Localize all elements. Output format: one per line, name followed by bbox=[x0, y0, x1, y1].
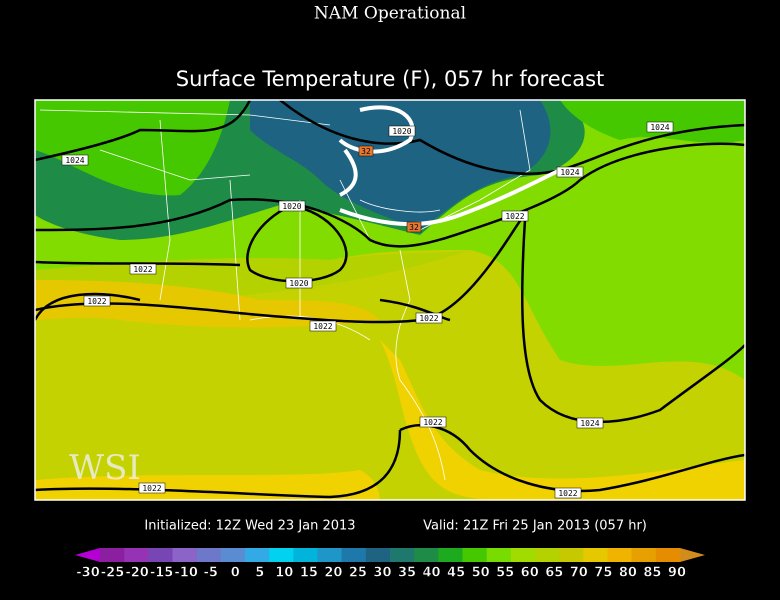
colorbar-swatch bbox=[559, 548, 584, 562]
colorbar-label: -30 bbox=[76, 566, 100, 581]
colorbar-swatch bbox=[390, 548, 415, 562]
colorbar-swatch bbox=[631, 548, 657, 562]
colorbar-swatch bbox=[293, 548, 318, 562]
contour-label: 1020 bbox=[289, 279, 308, 288]
colorbar-label: 55 bbox=[496, 566, 514, 581]
colorbar-label: 20 bbox=[324, 566, 342, 581]
colorbar-label: 40 bbox=[423, 566, 441, 581]
colorbar-swatch bbox=[462, 548, 487, 562]
map-title: Surface Temperature (F), 057 hr forecast bbox=[176, 67, 605, 91]
contour-label-box bbox=[646, 121, 674, 133]
contour-label-box bbox=[576, 417, 604, 429]
contour-label-box bbox=[554, 487, 582, 499]
contour-label: 1024 bbox=[65, 156, 84, 165]
colorbar-swatch bbox=[486, 548, 512, 562]
colorbar-label: 35 bbox=[398, 566, 416, 581]
contour-label-box bbox=[556, 166, 584, 178]
colorbar-swatch bbox=[438, 548, 463, 562]
colorbar-label: 30 bbox=[373, 566, 391, 581]
colorbar-low bbox=[75, 548, 100, 562]
colorbar-swatch bbox=[365, 548, 391, 562]
colorbar: -30 -25 -20 -15 -10 -5 0 5 10 15 20 25 30 35 40 45 50 55 6… bbox=[75, 548, 705, 581]
logo: WSI bbox=[69, 448, 141, 488]
colorbar-label: 0 bbox=[231, 566, 240, 581]
contour-label-box bbox=[309, 320, 337, 332]
contour-label: 32 bbox=[409, 223, 419, 232]
contour-label: 1020 bbox=[392, 127, 411, 136]
model-name: NAM Operational bbox=[314, 4, 466, 24]
colorbar-swatch bbox=[148, 548, 173, 562]
colorbar-swatch bbox=[172, 548, 197, 562]
contour-label: 1022 bbox=[419, 314, 438, 323]
colorbar-label: 65 bbox=[545, 566, 563, 581]
contour-label: 1022 bbox=[87, 297, 106, 306]
colorbar-swatch bbox=[269, 548, 294, 562]
colorbar-swatch bbox=[220, 548, 246, 562]
colorbar-label: 15 bbox=[300, 566, 318, 581]
colorbar-label: 80 bbox=[619, 566, 637, 581]
contour-label-box bbox=[419, 416, 447, 428]
contour-label: 1024 bbox=[580, 419, 599, 428]
colorbar-swatch bbox=[245, 548, 270, 562]
colorbar-label: 85 bbox=[643, 566, 661, 581]
colorbar-label: 10 bbox=[275, 566, 293, 581]
colorbar-swatch bbox=[317, 548, 342, 562]
contour-label-box bbox=[129, 263, 157, 275]
contour-label-box bbox=[285, 277, 313, 289]
colorbar-swatch bbox=[583, 548, 608, 562]
colorbar-swatch bbox=[124, 548, 149, 562]
contour-label-box bbox=[406, 221, 422, 233]
colorbar-label: -20 bbox=[125, 566, 149, 581]
contour-label: 1024 bbox=[650, 123, 669, 132]
colorbar-label: -10 bbox=[174, 566, 198, 581]
colorbar-high bbox=[680, 548, 705, 562]
colorbar-label: 90 bbox=[668, 566, 686, 581]
contour-label: 1024 bbox=[560, 168, 579, 177]
colorbar-label: 60 bbox=[521, 566, 539, 581]
contour-label: 1022 bbox=[133, 265, 152, 274]
initialized: Initialized: 12Z Wed 23 Jan 2013 bbox=[144, 519, 355, 534]
colorbar-label: 5 bbox=[255, 566, 264, 581]
colorbar-label: -25 bbox=[101, 566, 125, 581]
colorbar-swatch bbox=[100, 548, 125, 562]
contour-label: 1022 bbox=[142, 484, 161, 493]
contour-label: 1022 bbox=[558, 489, 577, 498]
colorbar-label: 50 bbox=[472, 566, 490, 581]
colorbar-label: -5 bbox=[203, 566, 217, 581]
colorbar-label: 75 bbox=[594, 566, 612, 581]
contour-label-box bbox=[278, 200, 306, 212]
contour-label-box bbox=[501, 210, 529, 222]
contour-label-box bbox=[83, 295, 111, 307]
contour-label-box bbox=[415, 312, 443, 324]
colorbar-swatch bbox=[196, 548, 222, 562]
contour-label: 32 bbox=[361, 147, 371, 156]
contour-label: 1020 bbox=[282, 202, 301, 211]
colorbar-label: 45 bbox=[447, 566, 465, 581]
contour-label-box bbox=[61, 154, 89, 166]
colorbar-label: -15 bbox=[150, 566, 174, 581]
colorbar-label: 70 bbox=[570, 566, 588, 581]
contour-label-box bbox=[138, 482, 166, 494]
contour-label-box bbox=[358, 145, 374, 157]
colorbar-swatch bbox=[655, 548, 681, 562]
colorbar-label: 25 bbox=[349, 566, 367, 581]
contour-label: 1022 bbox=[505, 212, 524, 221]
contour-label: 1022 bbox=[423, 418, 442, 427]
contour-label: 1022 bbox=[313, 322, 332, 331]
colorbar-swatch bbox=[535, 548, 560, 562]
colorbar-swatch bbox=[341, 548, 367, 562]
map: WSI 1024 1020 1024 1024 1020 1022 1022 1020 1022… bbox=[34, 99, 746, 501]
valid-time: Valid: 21Z Fri 25 Jan 2013 (057 hr) bbox=[423, 519, 647, 534]
colorbar-swatch bbox=[607, 548, 632, 562]
contour-label-box bbox=[388, 125, 416, 137]
colorbar-swatch bbox=[510, 548, 536, 562]
colorbar-swatch bbox=[414, 548, 439, 562]
